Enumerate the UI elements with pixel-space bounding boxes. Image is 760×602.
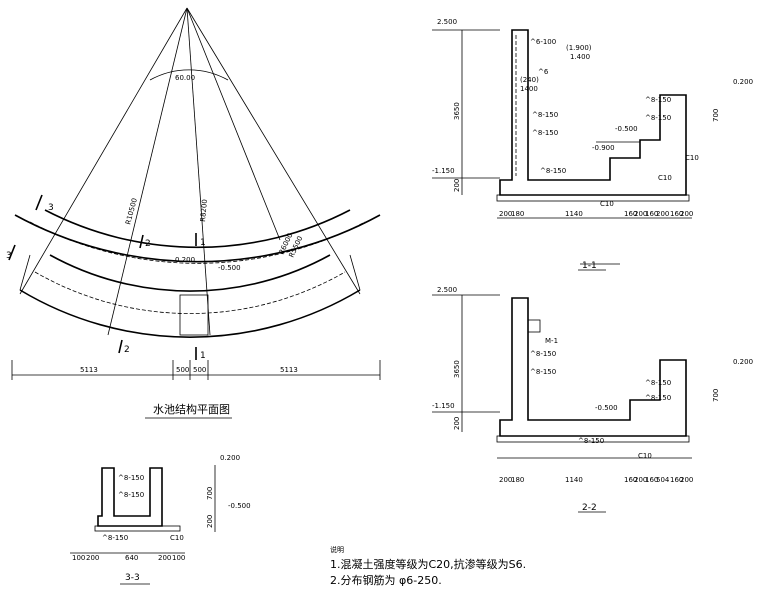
- dimension: 160: [645, 210, 658, 218]
- dimension: 160: [645, 476, 658, 484]
- level: 0.200: [175, 256, 195, 264]
- note: 1.混凝土强度等级为C20,抗渗等级为S6.: [330, 557, 526, 571]
- plan-view: 60.00 R10500 R8200 R6000 R5500 3 3 2 2 1…: [6, 7, 381, 419]
- dimension: 160: [624, 210, 637, 218]
- level: -0.900: [592, 144, 615, 152]
- dimension: 200: [656, 210, 669, 218]
- dimension: 5113: [80, 366, 98, 374]
- level: 0.200: [220, 454, 240, 462]
- section-mark: 2: [145, 239, 151, 249]
- section-1: 2.500 -1.150 -0.500 -0.900 0.200 (1.900)…: [432, 18, 753, 271]
- radius: R8200: [199, 199, 209, 222]
- section-title: 2-2: [582, 503, 597, 513]
- dimension: 200: [680, 210, 693, 218]
- rebar: ^8-150: [645, 96, 671, 104]
- elevation: (1.900): [566, 44, 592, 52]
- rebar: ^8-150: [645, 379, 671, 387]
- dimension: 200: [499, 210, 512, 218]
- dimension: 5113: [280, 366, 298, 374]
- section-mark: 1: [200, 238, 206, 248]
- level: 2.500: [437, 286, 457, 294]
- level: -0.500: [595, 404, 618, 412]
- elevation: 1400: [520, 85, 538, 93]
- dimension: 200: [634, 210, 647, 218]
- rebar: ^8-150: [540, 167, 566, 175]
- rebar: ^8-150: [532, 111, 558, 119]
- rebar: ^8-150: [532, 129, 558, 137]
- dimension: 200: [86, 554, 99, 562]
- rebar: ^6-100: [530, 38, 556, 46]
- concrete: C10: [658, 174, 672, 182]
- elevation: (240): [520, 76, 539, 84]
- level: -0.500: [615, 125, 638, 133]
- plan-title: 水池结构平面图: [153, 402, 230, 416]
- section-2: 2.500 -1.150 -0.500 0.200 M-1 ^8-150 ^8-…: [432, 286, 753, 513]
- section-mark: 3: [48, 203, 54, 213]
- elevation: 1.400: [570, 53, 590, 61]
- dimension: 200: [499, 476, 512, 484]
- concrete: C10: [685, 154, 699, 162]
- section-3: 0.200 -0.500 ^8-150 ^8-150 ^8-150 C10 70…: [70, 454, 251, 585]
- dimension: 200: [206, 515, 214, 528]
- dimension: 200: [680, 476, 693, 484]
- level: 0.200: [733, 78, 753, 86]
- concrete: C10: [638, 452, 652, 460]
- concrete: C10: [600, 200, 614, 208]
- rebar: ^8-150: [102, 534, 128, 542]
- rebar: ^6: [538, 68, 549, 76]
- dimension: 160: [624, 476, 637, 484]
- dimension: 500: [193, 366, 206, 374]
- dimension: 200: [158, 554, 171, 562]
- section-title: 1-1: [582, 261, 597, 271]
- radius: R10500: [124, 197, 139, 225]
- dimension: 200: [634, 476, 647, 484]
- section-mark: 2: [124, 345, 130, 355]
- dimension: 700: [712, 389, 720, 402]
- dimension: 180: [511, 476, 524, 484]
- rebar: ^8-150: [118, 474, 144, 482]
- note: 2.分布钢筋为 φ6-250.: [330, 573, 442, 587]
- level: 2.500: [437, 18, 457, 26]
- dimension: 200: [453, 417, 461, 430]
- dimension: 1140: [565, 210, 583, 218]
- level: 0.200: [733, 358, 753, 366]
- rebar: ^8-150: [578, 437, 604, 445]
- level: -1.150: [432, 402, 455, 410]
- rebar: ^8-150: [530, 368, 556, 376]
- concrete: C10: [170, 534, 184, 542]
- rebar: ^8-150: [530, 350, 556, 358]
- dimension: 160: [670, 210, 683, 218]
- notes: 说明 1.混凝土强度等级为C20,抗渗等级为S6. 2.分布钢筋为 φ6-250…: [330, 545, 526, 587]
- tag: M-1: [545, 337, 558, 345]
- notes-heading: 说明: [330, 545, 344, 554]
- level: -0.500: [228, 502, 251, 510]
- rebar: ^8-150: [645, 394, 671, 402]
- dimension: 640: [125, 554, 138, 562]
- dimension: 500: [176, 366, 189, 374]
- dimension: 700: [206, 487, 214, 500]
- section-mark: 1: [200, 351, 206, 361]
- dimension: 3650: [453, 360, 461, 378]
- rebar: ^8-150: [645, 114, 671, 122]
- dimension: 100: [172, 554, 185, 562]
- rebar: ^8-150: [118, 491, 144, 499]
- dimension: 1140: [565, 476, 583, 484]
- dimension: 160: [670, 476, 683, 484]
- dimension: 504: [656, 476, 670, 484]
- angle: 60.00: [175, 74, 195, 82]
- dimension: 200: [453, 179, 461, 192]
- level: -0.500: [218, 264, 241, 272]
- section-title: 3-3: [125, 573, 140, 583]
- dimension: 180: [511, 210, 524, 218]
- dimension: 700: [712, 109, 720, 122]
- dimension: 100: [72, 554, 85, 562]
- dimension: 3650: [453, 102, 461, 120]
- level: -1.150: [432, 167, 455, 175]
- section-mark: 3: [6, 251, 12, 261]
